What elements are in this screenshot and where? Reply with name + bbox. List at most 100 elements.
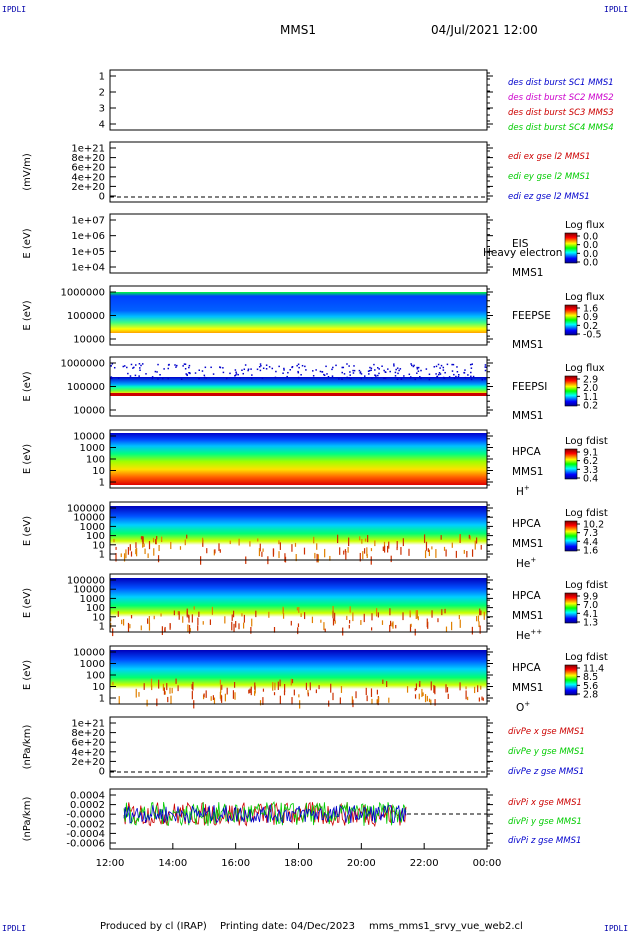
spectrogram-speck [442,366,445,369]
spectrogram-speck [262,367,265,370]
spectrogram-speck [451,370,454,372]
spectrogram-speck [250,368,252,370]
spectrogram-speck [158,545,160,552]
colorbar [564,592,578,624]
spacecraft-label: MMS1 [512,267,543,279]
spectrogram-speck [249,688,251,694]
y-axis-label: (mV/m) [22,153,33,191]
spectrogram-speck [416,368,419,370]
spectrogram-speck [426,695,428,702]
spectrogram-speck [334,612,336,622]
spectrogram-speck [189,628,191,632]
spectrogram-speck [297,376,300,379]
spectrogram-speck [224,693,226,702]
spectrogram-speck [295,554,297,562]
spectrogram-speck [219,366,222,369]
instrument-label: HPCA [512,518,542,530]
spectrogram-speck [153,548,155,556]
spectrogram-speck [204,366,207,369]
spectrogram-speck [315,689,317,694]
legend-entry: divPe y gse MMS1 [508,747,585,757]
spectrogram-speck [359,536,361,541]
spectrogram-speck [312,370,314,372]
spectrogram-speck [255,610,257,618]
spectrogram-speck [185,373,187,375]
spectrogram-speck [394,375,397,377]
spectrogram-speck [139,367,141,369]
spectrogram-speck [268,366,271,368]
spectrogram-speck [435,365,438,368]
spectrogram-speck [289,369,291,371]
spectrogram-speck [459,534,461,543]
spectrogram-speck [317,554,319,563]
spectrogram-speck [129,375,132,377]
panel-frame [109,573,488,633]
corner-label-left: IPDLI [2,5,26,14]
species-label: He++ [516,628,542,642]
spectrogram-speck [303,612,306,620]
y-axis-label: E (eV) [22,300,33,330]
spectrogram-speck [440,364,443,367]
spectrogram-speck [382,546,384,552]
colorbar-value: 1.6 [583,546,598,557]
spectrogram-speck [360,377,362,380]
y-tick-label: 10 [92,612,105,623]
colorbar-value: 7.3 [583,528,598,539]
spectrogram-speck [362,551,364,560]
spectrogram-speck [300,613,302,618]
spectrogram-speck [198,369,200,371]
spectrogram-speck [258,548,261,557]
spectrogram-speck [425,368,428,370]
spectrogram-speck [253,690,256,696]
y-tick-label: 4e+20 [71,747,105,758]
spectrogram-speck [353,365,355,367]
spectrogram-speck [234,692,236,700]
spectrogram-speck [364,375,366,377]
colorbar-value: 7.0 [583,600,598,611]
spectrogram-speck [212,373,215,375]
spectrogram-speck [235,620,237,628]
colorbar-value: 4.1 [583,609,598,620]
spectrogram-speck [408,548,410,556]
spectrogram-speck [480,544,482,550]
spectrogram-speck [244,364,247,366]
spectrogram-speck [265,368,268,370]
spectrogram-speck [138,363,141,365]
spectrogram-speck [220,684,222,693]
spectrogram-speck [157,363,159,366]
spectrogram-speck [484,378,486,380]
spectrogram-speck [463,549,465,554]
spectrogram-speck [117,377,120,379]
colorbar-value: 11.4 [583,664,604,675]
legend-entry: des dist burst SC3 MMS3 [508,108,614,118]
spectrogram-speck [346,615,348,620]
spectrogram-speck [122,365,125,368]
spectrogram-speck [250,377,253,379]
spectrogram-speck [184,539,186,546]
spectrogram-speck [265,364,268,366]
spectrogram-speck [294,542,297,547]
spectrogram-speck [370,688,373,697]
spectrogram-speck [169,623,171,630]
spectrogram-speck [278,551,280,559]
colorbar-value: 1.6 [583,304,598,315]
spectrogram-speck [396,546,398,551]
species-charge: ++ [530,628,542,636]
spectrogram-speck [186,373,188,376]
colorbar-value: 9.9 [583,592,598,603]
spectrogram-speck [446,363,449,366]
spectrogram-speck [130,551,133,557]
spectrogram-speck [469,363,472,366]
spectrogram-speck [396,367,399,369]
spectrogram-speck [480,610,482,616]
y-axis-label: (nPa/km) [22,725,33,770]
spacecraft-label: MMS1 [512,538,543,550]
spectrogram-speck [428,549,431,557]
spectrogram-speck [250,686,252,696]
spectrogram-speck [443,546,446,551]
spectrogram-speck [358,369,361,372]
y-tick-label: 1 [99,550,105,561]
y-tick-label: 6e+20 [71,163,105,174]
spectrogram-speck [135,688,137,698]
spectrogram-speck [384,377,386,380]
